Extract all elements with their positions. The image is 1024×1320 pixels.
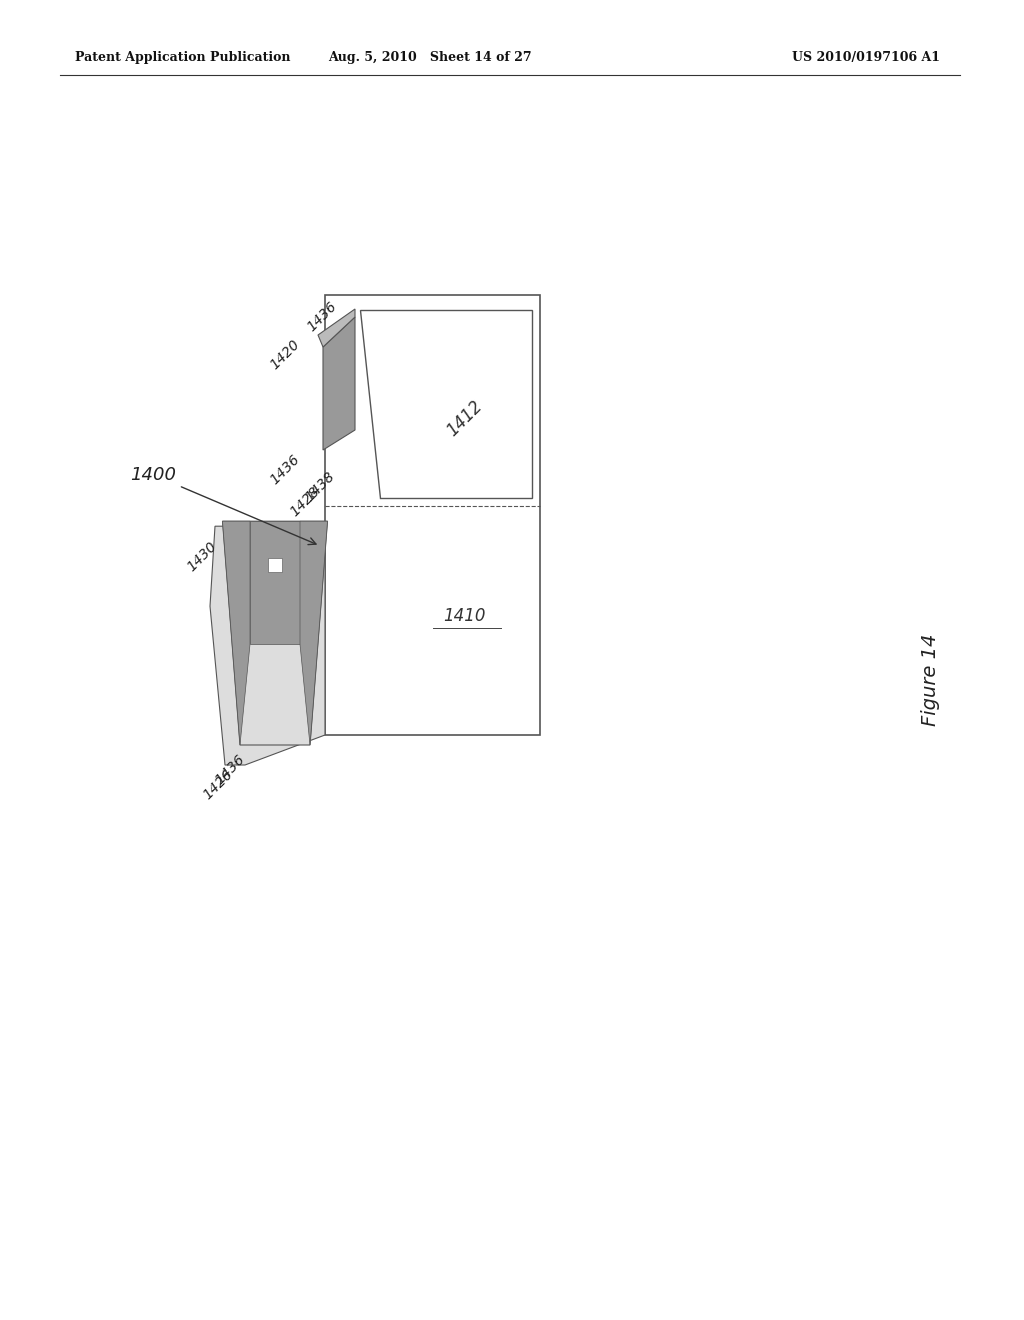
Bar bbox=[325, 294, 540, 735]
Text: 1436: 1436 bbox=[304, 300, 340, 334]
Polygon shape bbox=[323, 317, 355, 450]
Text: 1420: 1420 bbox=[267, 338, 302, 372]
Polygon shape bbox=[222, 521, 250, 744]
Text: 1410: 1410 bbox=[443, 607, 486, 626]
Text: 1430: 1430 bbox=[185, 539, 220, 574]
Text: 1426: 1426 bbox=[201, 767, 236, 803]
Text: 1436: 1436 bbox=[213, 752, 248, 788]
Text: Patent Application Publication: Patent Application Publication bbox=[75, 51, 291, 65]
Text: Figure 14: Figure 14 bbox=[921, 634, 939, 726]
Polygon shape bbox=[250, 521, 300, 644]
Text: 1428: 1428 bbox=[288, 483, 323, 519]
Text: 1436: 1436 bbox=[267, 453, 302, 487]
Text: Aug. 5, 2010   Sheet 14 of 27: Aug. 5, 2010 Sheet 14 of 27 bbox=[328, 51, 531, 65]
Polygon shape bbox=[210, 527, 325, 766]
Polygon shape bbox=[318, 309, 355, 347]
Text: US 2010/0197106 A1: US 2010/0197106 A1 bbox=[792, 51, 940, 65]
Polygon shape bbox=[360, 310, 532, 498]
Bar bbox=[268, 558, 282, 572]
Polygon shape bbox=[300, 521, 328, 744]
Polygon shape bbox=[222, 521, 328, 744]
Text: 1438: 1438 bbox=[302, 469, 338, 504]
Text: 1400: 1400 bbox=[130, 466, 316, 545]
Text: 1412: 1412 bbox=[443, 397, 486, 440]
